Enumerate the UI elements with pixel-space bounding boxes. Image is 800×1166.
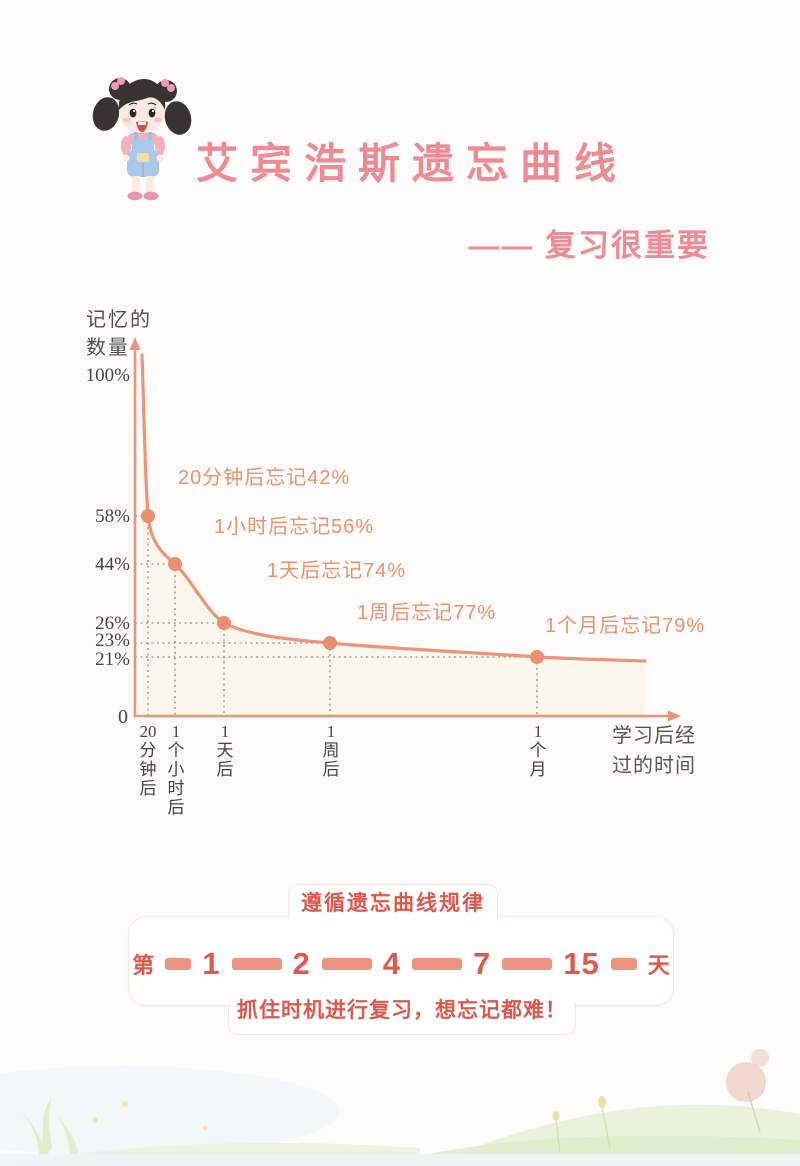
y-tick-21: 21% bbox=[95, 649, 130, 670]
day-4: 4 bbox=[382, 946, 401, 981]
day-1: 1 bbox=[202, 946, 221, 981]
y-tick-26: 26% bbox=[95, 613, 130, 634]
review-box-caption: 抓住时机进行复习，想忘记都难！ bbox=[237, 999, 567, 1022]
annotation-1hour: 1小时后忘记56% bbox=[214, 516, 375, 538]
review-box-title: 遵循遗忘曲线规律 bbox=[301, 892, 485, 915]
day-prefix: 第 bbox=[132, 953, 155, 978]
x-axis-arrow bbox=[668, 710, 681, 722]
review-days-row: 第 1 2 4 7 15 天 bbox=[132, 946, 670, 982]
grass-decoration bbox=[0, 1049, 800, 1166]
data-point bbox=[141, 509, 155, 523]
page-title: 艾宾浩斯遗忘曲线 bbox=[196, 140, 629, 187]
dash-icon bbox=[412, 958, 462, 970]
dash-icon bbox=[231, 958, 282, 970]
cartoon-girl-icon bbox=[92, 77, 192, 201]
y-axis-title: 记忆的 数量 bbox=[86, 309, 152, 359]
data-point bbox=[168, 557, 182, 571]
review-box-title-tab: 遵循遗忘曲线规律 bbox=[288, 884, 498, 919]
day-15: 15 bbox=[563, 946, 600, 981]
day-2: 2 bbox=[292, 946, 311, 981]
review-box-caption-tab: 抓住时机进行复习，想忘记都难！ bbox=[228, 999, 576, 1035]
review-box: 第 1 2 4 7 15 天 bbox=[128, 916, 674, 1006]
under-curve-fill bbox=[142, 355, 645, 715]
y-tick-58: 58% bbox=[95, 506, 130, 527]
y-tick-44: 44% bbox=[95, 554, 130, 575]
dash-icon bbox=[165, 958, 192, 970]
origin-label: 0 bbox=[118, 706, 128, 728]
annotation-1day: 1天后忘记74% bbox=[267, 560, 407, 582]
dotted-guides bbox=[135, 515, 538, 716]
data-point bbox=[530, 650, 544, 664]
y-axis-arrow bbox=[129, 337, 141, 350]
data-points bbox=[141, 509, 544, 664]
x-tick-20min: 20 分钟后 bbox=[139, 722, 157, 798]
annotation-20min: 20分钟后忘记42% bbox=[178, 467, 351, 489]
x-axis-title: 学习后经 过的时间 bbox=[612, 725, 696, 777]
data-point bbox=[217, 616, 231, 630]
day-7: 7 bbox=[473, 946, 492, 981]
dash-icon bbox=[502, 958, 553, 970]
y-tick-100: 100% bbox=[85, 365, 130, 386]
forgetting-curve-chart: 记忆的 数量 100% 58% 44% 26% 23% 21% 0 20 分钟后 … bbox=[0, 280, 800, 820]
annotation-1week: 1周后忘记77% bbox=[357, 602, 497, 624]
page-subtitle: —— 复习很重要 bbox=[468, 228, 710, 263]
data-point bbox=[323, 636, 337, 650]
dash-icon bbox=[321, 958, 372, 970]
annotation-1month: 1个月后忘记79% bbox=[545, 615, 706, 637]
chart-canvas bbox=[129, 337, 681, 722]
y-tick-23: 23% bbox=[95, 630, 130, 651]
day-suffix: 天 bbox=[647, 953, 670, 978]
dash-icon bbox=[610, 958, 637, 970]
